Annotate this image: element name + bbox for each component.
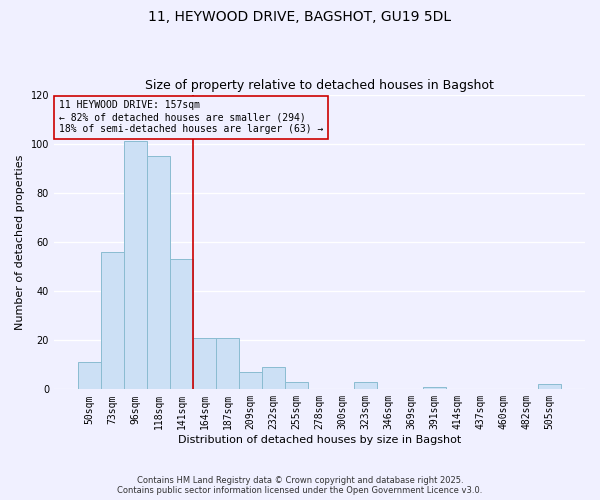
Bar <box>354 382 377 390</box>
X-axis label: Distribution of detached houses by size in Bagshot: Distribution of detached houses by size … <box>178 435 461 445</box>
Bar <box>262 367 285 390</box>
Bar <box>124 141 147 390</box>
Y-axis label: Number of detached properties: Number of detached properties <box>15 154 25 330</box>
Bar <box>78 362 101 390</box>
Text: 11, HEYWOOD DRIVE, BAGSHOT, GU19 5DL: 11, HEYWOOD DRIVE, BAGSHOT, GU19 5DL <box>148 10 452 24</box>
Bar <box>285 382 308 390</box>
Bar <box>147 156 170 390</box>
Title: Size of property relative to detached houses in Bagshot: Size of property relative to detached ho… <box>145 79 494 92</box>
Text: 11 HEYWOOD DRIVE: 157sqm
← 82% of detached houses are smaller (294)
18% of semi-: 11 HEYWOOD DRIVE: 157sqm ← 82% of detach… <box>59 100 323 134</box>
Bar <box>101 252 124 390</box>
Text: Contains HM Land Registry data © Crown copyright and database right 2025.
Contai: Contains HM Land Registry data © Crown c… <box>118 476 482 495</box>
Bar <box>538 384 561 390</box>
Bar <box>170 259 193 390</box>
Bar <box>239 372 262 390</box>
Bar <box>193 338 216 390</box>
Bar <box>423 387 446 390</box>
Bar <box>216 338 239 390</box>
